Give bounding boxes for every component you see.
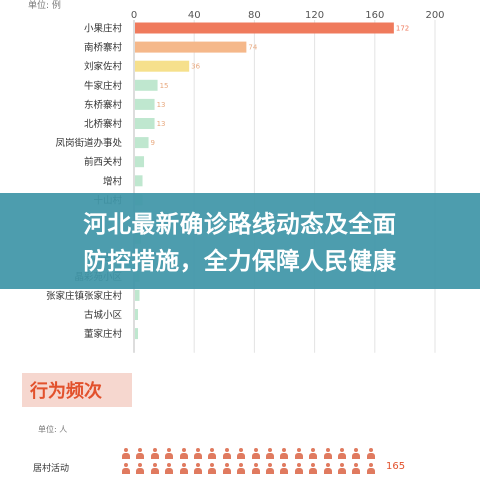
- people-icon-row: [122, 448, 380, 480]
- person-icon: [294, 463, 303, 474]
- person-icon: [338, 448, 346, 459]
- person-icon: [122, 448, 130, 459]
- section2-row-label: 居村活动: [33, 464, 70, 474]
- person-icon: [251, 463, 260, 474]
- value-label: 172: [396, 25, 409, 33]
- bar: [135, 22, 394, 34]
- value-label: 15: [160, 82, 169, 90]
- value-label: 13: [157, 120, 166, 128]
- value-label: 36: [191, 63, 200, 71]
- person-icon: [150, 463, 159, 474]
- headline-line-2: 防控措施，全力保障人民健康: [83, 247, 397, 275]
- person-icon: [294, 448, 303, 459]
- value-labels: 172 74 36 15 13 13 9: [151, 25, 410, 148]
- person-icon: [352, 448, 361, 459]
- headline-banner: 河北最新确诊路线动态及全面 防控措施，全力保障人民健康: [0, 193, 480, 289]
- person-icon: [136, 463, 145, 474]
- person-icon: [323, 448, 332, 459]
- grid-lines: [133, 20, 436, 353]
- headline-line-1: 河北最新确诊路线动态及全面: [83, 210, 397, 238]
- person-icon: [251, 448, 260, 459]
- person-icon: [150, 448, 159, 459]
- person-icon: [208, 448, 217, 459]
- bar: [135, 79, 158, 91]
- person-icon: [165, 448, 174, 459]
- person-icon: [222, 463, 231, 474]
- x-tick-label: 0: [131, 10, 137, 21]
- bar: [135, 60, 190, 72]
- category-label: 前西关村: [84, 156, 123, 168]
- bars: [135, 22, 394, 340]
- person-icon: [237, 448, 246, 459]
- person-icon: [338, 463, 346, 474]
- section2-unit-label: 单位: 人: [38, 425, 68, 434]
- person-icon: [194, 463, 202, 474]
- bar: [135, 175, 143, 187]
- bar: [135, 98, 155, 110]
- bar: [135, 156, 145, 168]
- person-icon: [280, 448, 289, 459]
- person-icon: [352, 463, 361, 474]
- bar: [135, 41, 247, 53]
- value-label: 74: [248, 44, 257, 52]
- person-icon: [179, 463, 188, 474]
- section2-row-value: 165: [386, 461, 406, 472]
- person-icon: [208, 463, 217, 474]
- value-label: 13: [157, 101, 166, 109]
- x-tick-label: 80: [248, 10, 261, 21]
- person-icon: [309, 463, 318, 474]
- category-label: 刘家佐村: [84, 61, 123, 73]
- category-label: 东桥寨村: [84, 99, 123, 111]
- person-icon: [136, 448, 145, 459]
- person-icon: [165, 463, 174, 474]
- person-icon: [122, 463, 130, 474]
- person-icon: [323, 463, 332, 474]
- person-icon: [266, 463, 274, 474]
- person-icon: [309, 448, 318, 459]
- category-label: 南桥寨村: [84, 42, 123, 54]
- category-label: 董家庄村: [84, 328, 123, 340]
- category-label: 小果庄村: [84, 23, 123, 35]
- category-label: 牛家庄村: [84, 80, 123, 92]
- bar: [135, 328, 139, 340]
- person-icon: [222, 448, 231, 459]
- category-label: 张家庄镇张家庄村: [46, 290, 123, 302]
- category-label: 增村: [103, 175, 123, 187]
- person-icon: [280, 463, 289, 474]
- value-label: 9: [151, 139, 155, 147]
- person-icon: [179, 448, 188, 459]
- section-title-box: [22, 373, 132, 407]
- bar: [135, 137, 149, 149]
- category-label: 北桥寨村: [84, 118, 123, 130]
- person-icon: [194, 448, 202, 459]
- bar: [135, 118, 155, 129]
- bar: [135, 309, 139, 320]
- x-tick-labels: 0 40 80 120 160 200: [131, 10, 445, 21]
- category-labels: 小果庄村南桥寨村刘家佐村牛家庄村东桥寨村北桥寨村凤岗街道办事处前西关村增村十山村…: [46, 23, 123, 341]
- bar: [135, 289, 140, 301]
- category-label: 凤岗街道办事处: [55, 137, 122, 149]
- person-icon: [237, 463, 246, 474]
- person-icon: [266, 448, 274, 459]
- section-title: 行为频次: [30, 381, 102, 402]
- x-tick-label: 40: [188, 10, 201, 21]
- category-label: 古城小区: [84, 309, 123, 321]
- unit-label: 单位: 例: [28, 0, 61, 11]
- x-tick-label: 160: [365, 10, 384, 21]
- person-icon: [366, 448, 375, 459]
- person-icon: [366, 463, 375, 474]
- x-tick-label: 120: [305, 10, 324, 21]
- x-tick-label: 200: [425, 10, 444, 21]
